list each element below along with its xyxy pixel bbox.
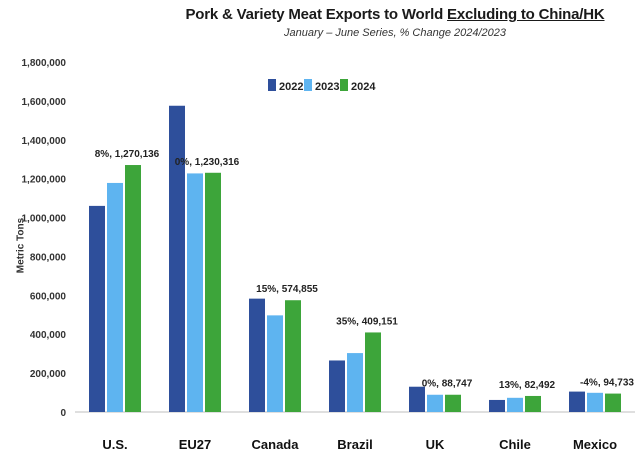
chart-subtitle: January – June Series, % Change 2024/202… [284,27,506,39]
legend-swatch-2022 [268,79,276,91]
x-tick-label: EU27 [179,437,212,452]
bar-2023 [107,182,123,412]
y-tick-label: 800,000 [30,252,67,263]
chart-title: Pork & Variety Meat Exports to World Exc… [150,6,640,23]
data-label: 0%, 1,230,316 [175,157,240,168]
y-tick-label: 1,800,000 [22,58,67,69]
y-tick-label: 1,600,000 [22,97,67,108]
y-tick-label: 200,000 [30,369,67,380]
chart-title-block: Pork & Variety Meat Exports to World Exc… [150,6,640,39]
bar-2023 [587,392,603,412]
y-tick-label: 0 [60,408,66,419]
legend-swatch-2024 [340,79,348,91]
legend-label: 2022 [279,81,303,93]
bar-2023 [267,315,283,412]
bar-2022 [409,386,425,412]
legend-label: 2024 [351,81,376,93]
bar-2023 [507,397,523,412]
legend-label: 2023 [315,81,339,93]
bar-2024 [445,394,461,412]
x-tick-label: Mexico [573,437,617,452]
x-tick-label: Brazil [337,437,372,452]
bar-2022 [569,391,585,412]
bar-2024 [205,172,221,412]
chart-title-text: Pork & Variety Meat Exports to World [185,6,448,23]
y-tick-label: 400,000 [30,330,67,341]
bar-2024 [365,332,381,412]
x-tick-label: Canada [252,437,300,452]
bar-2022 [169,105,185,412]
bar-2024 [525,395,541,412]
bar-2023 [347,353,363,412]
data-label: 0%, 88,747 [422,379,473,390]
data-label: 15%, 574,855 [256,284,318,295]
bar-2023 [187,173,203,412]
data-label: -4%, 94,733 [580,378,634,389]
y-tick-label: 1,400,000 [22,136,67,147]
y-tick-label: 1,000,000 [22,214,67,225]
y-tick-label: 600,000 [30,291,67,302]
bar-2022 [249,298,265,412]
bar-2022 [329,360,345,412]
bar-2023 [427,394,443,412]
data-label: 13%, 82,492 [499,380,556,391]
data-label: 35%, 409,151 [336,316,398,327]
bar-2022 [489,399,505,412]
data-label: 8%, 1,270,136 [95,149,160,160]
bar-2024 [605,393,621,412]
legend-swatch-2023 [304,79,312,91]
chart-title-underlined: Excluding to China/HK [447,6,605,23]
bar-2024 [125,165,141,412]
bar-2022 [89,205,105,412]
x-tick-label: U.S. [102,437,127,452]
x-tick-label: UK [426,437,445,452]
x-tick-label: Chile [499,437,531,452]
bar-2024 [285,300,301,412]
y-tick-label: 1,200,000 [22,175,67,186]
